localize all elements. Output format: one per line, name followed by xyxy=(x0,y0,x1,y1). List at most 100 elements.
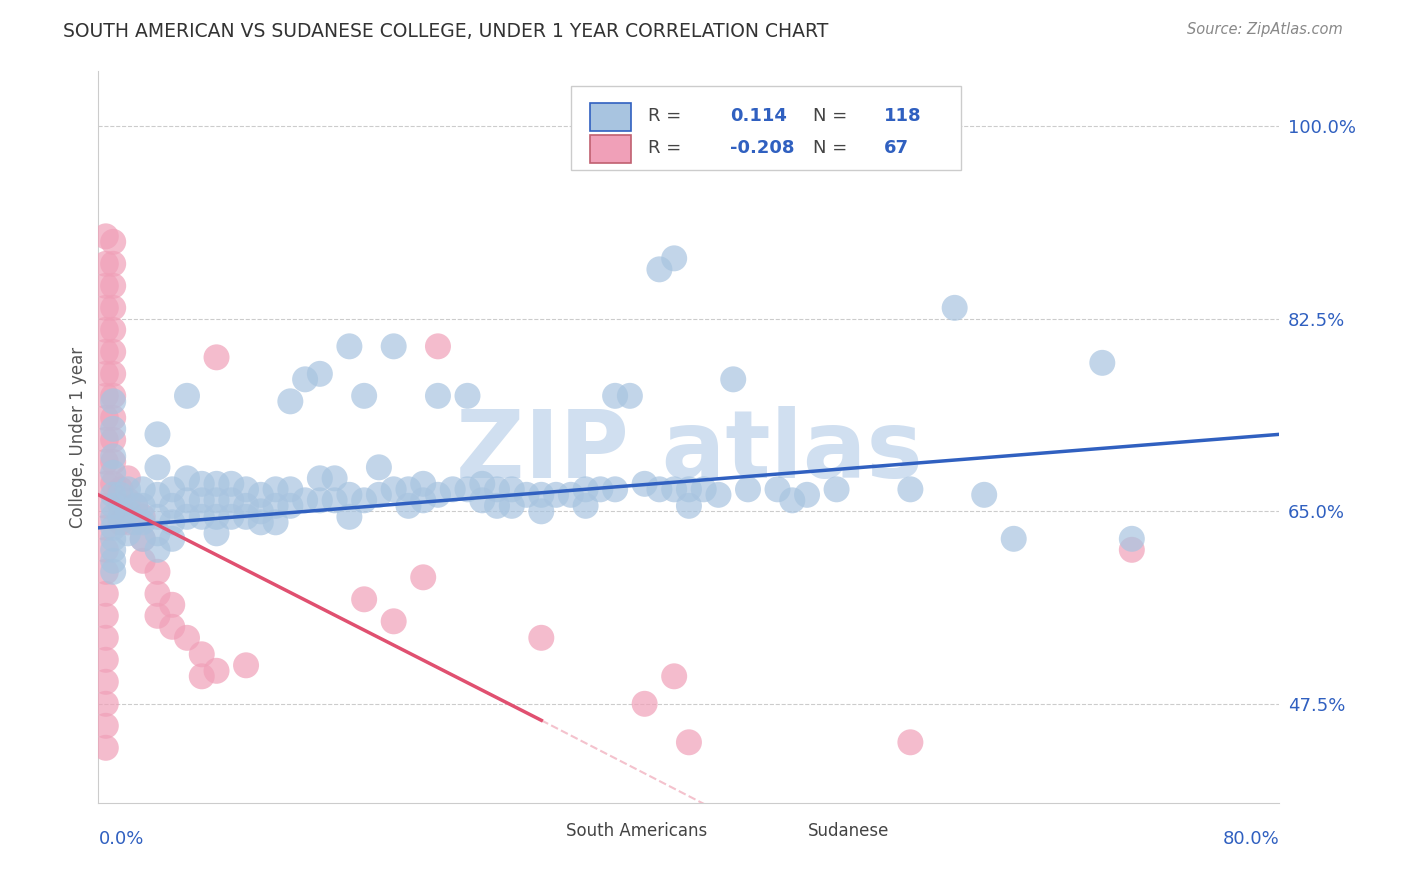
Point xyxy=(678,735,700,749)
Point xyxy=(94,587,117,601)
Point xyxy=(796,488,818,502)
Point xyxy=(191,648,214,662)
Point xyxy=(110,483,132,497)
Point xyxy=(103,466,125,480)
Point xyxy=(707,488,730,502)
Point xyxy=(94,278,117,293)
Point xyxy=(664,252,686,266)
Point xyxy=(634,476,657,491)
Point xyxy=(486,499,509,513)
Point xyxy=(124,516,146,530)
Point xyxy=(146,608,169,623)
Point xyxy=(124,499,146,513)
Point xyxy=(146,587,169,601)
Point xyxy=(664,483,686,497)
Point xyxy=(110,516,132,530)
Point xyxy=(737,483,759,497)
Point xyxy=(103,410,125,425)
Point xyxy=(280,483,302,497)
Point xyxy=(103,521,125,535)
Point xyxy=(339,339,361,353)
Point xyxy=(250,504,273,518)
Text: Source: ZipAtlas.com: Source: ZipAtlas.com xyxy=(1187,22,1343,37)
Point xyxy=(103,394,125,409)
Point xyxy=(900,483,922,497)
Point xyxy=(94,542,117,557)
Point xyxy=(103,542,125,557)
Point xyxy=(94,301,117,315)
Bar xyxy=(766,820,799,843)
Point xyxy=(619,389,641,403)
Point xyxy=(1091,356,1114,370)
Point xyxy=(280,499,302,513)
Point xyxy=(146,509,169,524)
Point xyxy=(103,422,125,436)
Point xyxy=(339,509,361,524)
Point xyxy=(530,631,553,645)
Text: N =: N = xyxy=(813,139,848,157)
Text: R =: R = xyxy=(648,139,681,157)
Y-axis label: College, Under 1 year: College, Under 1 year xyxy=(69,346,87,528)
Point xyxy=(471,493,494,508)
Text: 118: 118 xyxy=(884,107,921,125)
Point xyxy=(235,499,257,513)
Point xyxy=(146,542,169,557)
Point xyxy=(132,483,155,497)
Point xyxy=(353,592,375,607)
Point xyxy=(427,389,450,403)
Point xyxy=(264,499,287,513)
Point xyxy=(146,427,169,442)
Point xyxy=(412,570,434,584)
Point xyxy=(235,658,257,673)
Point xyxy=(235,509,257,524)
Point xyxy=(94,323,117,337)
Point xyxy=(103,389,125,403)
Point xyxy=(693,483,716,497)
Text: -0.208: -0.208 xyxy=(730,139,794,157)
Point xyxy=(162,516,183,530)
Point xyxy=(176,471,198,485)
Point xyxy=(146,460,169,475)
Point xyxy=(264,483,287,497)
Point xyxy=(664,669,686,683)
Point xyxy=(427,488,450,502)
Point xyxy=(146,565,169,579)
Text: South Americans: South Americans xyxy=(567,822,707,839)
Point xyxy=(205,526,228,541)
Point xyxy=(441,483,464,497)
Text: 80.0%: 80.0% xyxy=(1223,830,1279,848)
Point xyxy=(117,493,139,508)
Point xyxy=(124,499,146,513)
Point xyxy=(471,476,494,491)
Point xyxy=(589,483,612,497)
Point xyxy=(221,509,243,524)
Text: 0.0%: 0.0% xyxy=(98,830,143,848)
Point xyxy=(191,669,214,683)
Point xyxy=(146,488,169,502)
Point xyxy=(110,499,132,513)
Point xyxy=(782,493,804,508)
Point xyxy=(103,278,125,293)
Point xyxy=(103,450,125,464)
Point xyxy=(412,493,434,508)
Point xyxy=(94,653,117,667)
Point xyxy=(368,460,391,475)
Point xyxy=(323,493,346,508)
Point xyxy=(723,372,745,386)
Point xyxy=(103,367,125,381)
Point xyxy=(103,509,125,524)
Text: N =: N = xyxy=(813,107,848,125)
Point xyxy=(546,488,568,502)
Point xyxy=(973,488,995,502)
Point xyxy=(943,301,966,315)
Point xyxy=(94,740,117,755)
Point xyxy=(94,521,117,535)
Text: R =: R = xyxy=(648,107,681,125)
Point xyxy=(678,499,700,513)
Point xyxy=(648,262,671,277)
Point xyxy=(94,229,117,244)
Bar xyxy=(523,820,557,843)
Point xyxy=(103,554,125,568)
Point xyxy=(339,488,361,502)
Point xyxy=(94,608,117,623)
